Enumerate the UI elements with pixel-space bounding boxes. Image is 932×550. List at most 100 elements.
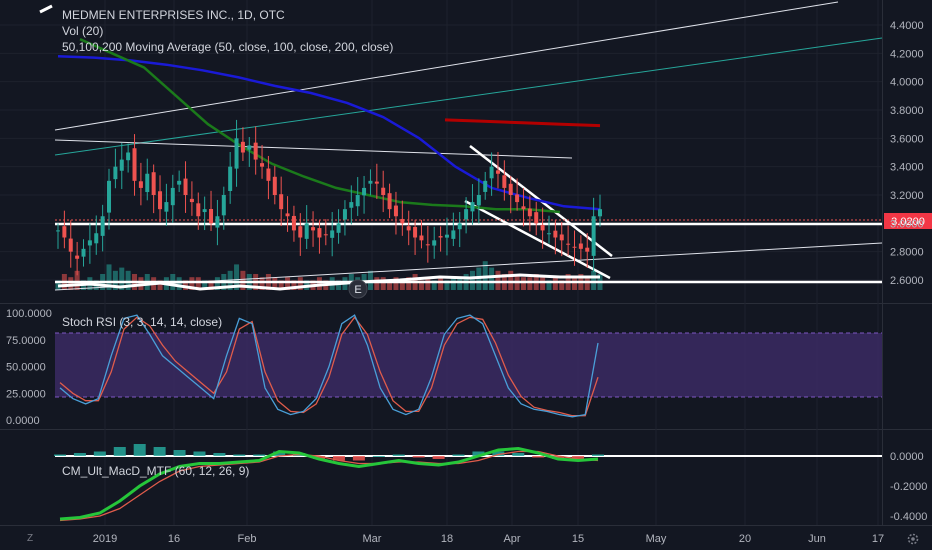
stoch-tick-label: 100.0000 (6, 308, 52, 320)
candle-body (553, 230, 558, 238)
macd-line (59, 446, 599, 521)
macd-hist-bar (532, 456, 545, 458)
volume-bar (374, 277, 380, 290)
volume-bar (125, 270, 131, 290)
candle-body (189, 198, 194, 203)
stoch-band (55, 333, 882, 397)
macd-hist-bar (392, 454, 405, 456)
price-tick-label: 2.6000 (890, 275, 924, 287)
candle-body (591, 216, 596, 256)
volume-bar (336, 280, 342, 290)
candle-body (368, 180, 373, 184)
candle-body (304, 223, 309, 239)
candle-body (75, 255, 80, 259)
volume-bar (291, 280, 297, 290)
candle-body (546, 233, 551, 235)
time-tick-label: 17 (872, 533, 884, 545)
candle-body (81, 248, 86, 257)
candle-body (413, 226, 418, 238)
macd-hist-bar (153, 447, 166, 456)
last-price-badge: 3.0200 (884, 213, 932, 229)
price-tick-label: 3.6000 (890, 133, 924, 145)
macd-hist-bar (273, 451, 286, 456)
candle-body (534, 212, 539, 224)
candle-body (578, 243, 583, 249)
candle-body (432, 240, 437, 246)
horizontal-trend-line (54, 139, 573, 159)
price-tick-label: 4.4000 (890, 20, 924, 32)
candle-body (521, 206, 526, 210)
candle-body (158, 191, 163, 210)
candle-body (355, 195, 360, 207)
candle-body (247, 145, 252, 150)
candle-body (183, 178, 188, 195)
candle-body (393, 205, 398, 217)
stoch-d-line (59, 316, 599, 417)
candle-body (336, 223, 341, 233)
grid-lines (0, 0, 882, 525)
candle-body (438, 236, 443, 238)
candle-body (527, 208, 532, 217)
volume-bar (285, 277, 291, 290)
candle-body (215, 216, 220, 228)
candle-body (419, 235, 424, 241)
candle-body (470, 202, 475, 212)
candle-body (260, 163, 265, 167)
stoch-legend: Stoch RSI (3, 3, 14, 14, close) (62, 315, 223, 329)
macd-hist-bar (452, 454, 465, 456)
top-left-mark (39, 4, 53, 14)
channel-mid-line (54, 37, 883, 156)
candle-body (342, 209, 347, 220)
axis-labels: 4.4000 4.2000 4.0000 3.8000 3.6000 3.4000 3.20… (6, 20, 927, 545)
price-tick-label: 3.8000 (890, 105, 924, 117)
time-tick-label: 16 (168, 533, 180, 545)
candle-body (540, 224, 545, 231)
macd-histogram (54, 444, 604, 461)
stoch-tick-label: 50.0000 (6, 362, 46, 374)
candle-body (387, 193, 392, 210)
macd-legend: CM_Ult_MacD_MTF (60, 12, 26, 9) (62, 464, 250, 478)
volume-bar (195, 277, 201, 290)
candle-body (266, 168, 271, 181)
candle-body (285, 213, 290, 217)
volume-bar (380, 277, 386, 290)
candle-body (221, 195, 226, 216)
volume-bar (393, 277, 399, 290)
time-tick-label: 2019 (93, 533, 117, 545)
macd-tick-label: -0.2000 (890, 481, 927, 493)
macd-hist-bar (432, 456, 445, 459)
macd-hist-bar (412, 456, 425, 458)
svg-text:E: E (354, 284, 361, 296)
time-tick-label: Apr (503, 533, 520, 545)
candle-body (374, 181, 379, 184)
volume-bar (406, 277, 412, 290)
candle-body (272, 176, 277, 195)
candle-body (483, 180, 488, 192)
earnings-marker[interactable]: E (348, 279, 368, 299)
volume-bar (387, 280, 393, 290)
stoch-tick-label: 75.0000 (6, 335, 46, 347)
candle-body (298, 226, 303, 238)
volume-bar (189, 277, 195, 290)
candle-body (240, 141, 245, 153)
gear-icon[interactable] (906, 532, 920, 546)
hand-drawn-base (57, 273, 600, 291)
volume-bar (495, 270, 501, 290)
macd-hist-bar (113, 447, 126, 456)
channel-upper-line (54, 1, 839, 131)
macd-tick-label: 0.0000 (890, 451, 924, 463)
time-tick-label: 15 (572, 533, 584, 545)
candle-body (317, 228, 322, 238)
volume-bar (540, 277, 546, 290)
candle-body (177, 180, 182, 185)
macd-hist-bar (332, 456, 345, 461)
volume-bar (74, 270, 80, 290)
macd-signal-line (59, 450, 599, 522)
candle-body (508, 183, 513, 195)
volume-bar (278, 280, 284, 290)
macd-hist-bar (133, 444, 146, 456)
z-icon[interactable]: Z (26, 533, 34, 544)
candlesticks (56, 119, 602, 276)
volume-bar (457, 277, 463, 290)
